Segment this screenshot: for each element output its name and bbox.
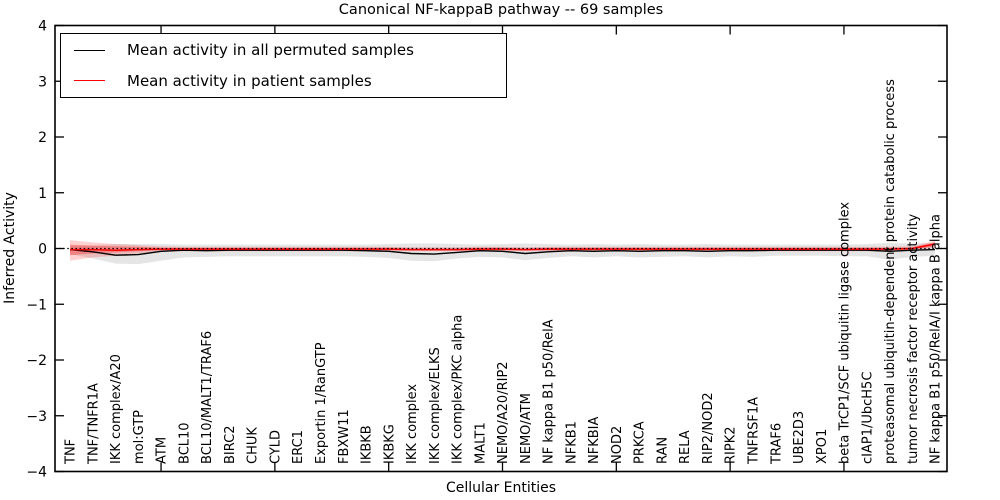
legend-label: Mean activity in all permuted samples: [127, 41, 414, 60]
x-category-label: BIRC2: [223, 426, 238, 465]
x-category-label: BCL10: [177, 422, 192, 464]
x-category-label: IKBKG: [382, 424, 397, 464]
y-tick-label: 4: [38, 19, 47, 35]
band-permuted-samples-range: [70, 242, 935, 265]
x-category-label: TRAF6: [769, 423, 784, 465]
x-category-label: cIAP1/UbcH5C: [860, 372, 875, 464]
x-category-label: Exportin 1/RanGTP: [314, 342, 329, 464]
x-category-label: FBXW11: [337, 409, 352, 464]
x-category-label: TNFRSF1A: [746, 397, 761, 465]
x-axis-label: Cellular Entities: [445, 480, 557, 496]
y-tick-label: 2: [38, 130, 47, 146]
x-category-label: IKK complex/A20: [109, 354, 124, 464]
x-category-label: TNF: [64, 439, 79, 465]
x-category-label: proteasomal ubiquitin-dependent protein …: [883, 79, 898, 464]
y-tick-label: −3: [26, 409, 47, 425]
y-tick-label: 1: [38, 186, 47, 202]
x-category-label: NF kappa B1 p50/RelA: [542, 319, 557, 464]
y-axis-label: Inferred Activity: [2, 192, 18, 304]
x-category-label: CYLD: [268, 430, 283, 464]
x-category-label: ATM: [155, 437, 170, 464]
x-category-label: BCL10/MALT1/TRAF6: [200, 331, 215, 464]
x-category-label: RIP2/NOD2: [701, 392, 716, 464]
x-category-label: CHUK: [246, 427, 261, 464]
legend-entry-patient: Mean activity in patient samples: [61, 67, 506, 95]
x-category-label: NF kappa B1 p50/RelA/I kappa B alpha: [929, 214, 944, 464]
x-category-label: RAN: [655, 437, 670, 464]
legend-line-sample-red: [74, 80, 105, 82]
x-category-label: TNF/TNFR1A: [86, 383, 101, 465]
x-category-label: IKK complex/PKC alpha: [451, 315, 466, 464]
x-category-label: RIPK2: [724, 426, 739, 464]
x-category-label: IKK complex/ELKS: [428, 347, 443, 464]
chart-title: Canonical NF-kappaB pathway -- 69 sample…: [338, 2, 664, 18]
x-category-label: mol:GTP: [132, 410, 147, 464]
legend-box: Mean activity in all permuted samples Me…: [60, 33, 507, 98]
y-tick-label: −4: [26, 465, 47, 481]
x-category-label: IKK complex: [405, 384, 420, 464]
legend-entry-permuted: Mean activity in all permuted samples: [61, 36, 506, 64]
x-category-label: RELA: [678, 430, 693, 464]
x-category-label: beta TrCP1/SCF ubiquitin ligase complex: [837, 202, 852, 464]
series-line-permuted: [69, 248, 936, 256]
y-tick-label: 0: [38, 242, 47, 258]
y-tick-label: 3: [38, 74, 47, 90]
x-category-label: tumor necrosis factor receptor activity: [906, 213, 921, 464]
x-category-label: ERC1: [291, 430, 306, 464]
x-category-label: NEMO/ATM: [519, 393, 534, 464]
x-category-label: MALT1: [473, 422, 488, 464]
y-tick-label: −2: [26, 353, 47, 369]
legend-label: Mean activity in patient samples: [127, 71, 372, 90]
band-patient-samples-range-outer: [70, 240, 935, 261]
legend-line-sample-black: [74, 49, 105, 51]
x-category-label: UBE2D3: [792, 411, 807, 464]
x-category-label: NFKB1: [564, 421, 579, 464]
x-category-label: IKBKB: [359, 425, 374, 464]
x-category-label: NEMO/A20/RIP2: [496, 361, 511, 464]
x-category-label: PRKCA: [633, 421, 648, 464]
x-category-label: NFKBIA: [587, 417, 602, 464]
y-tick-label: −1: [26, 297, 47, 313]
x-category-label: NOD2: [610, 426, 625, 464]
x-category-label: XPO1: [815, 429, 830, 464]
